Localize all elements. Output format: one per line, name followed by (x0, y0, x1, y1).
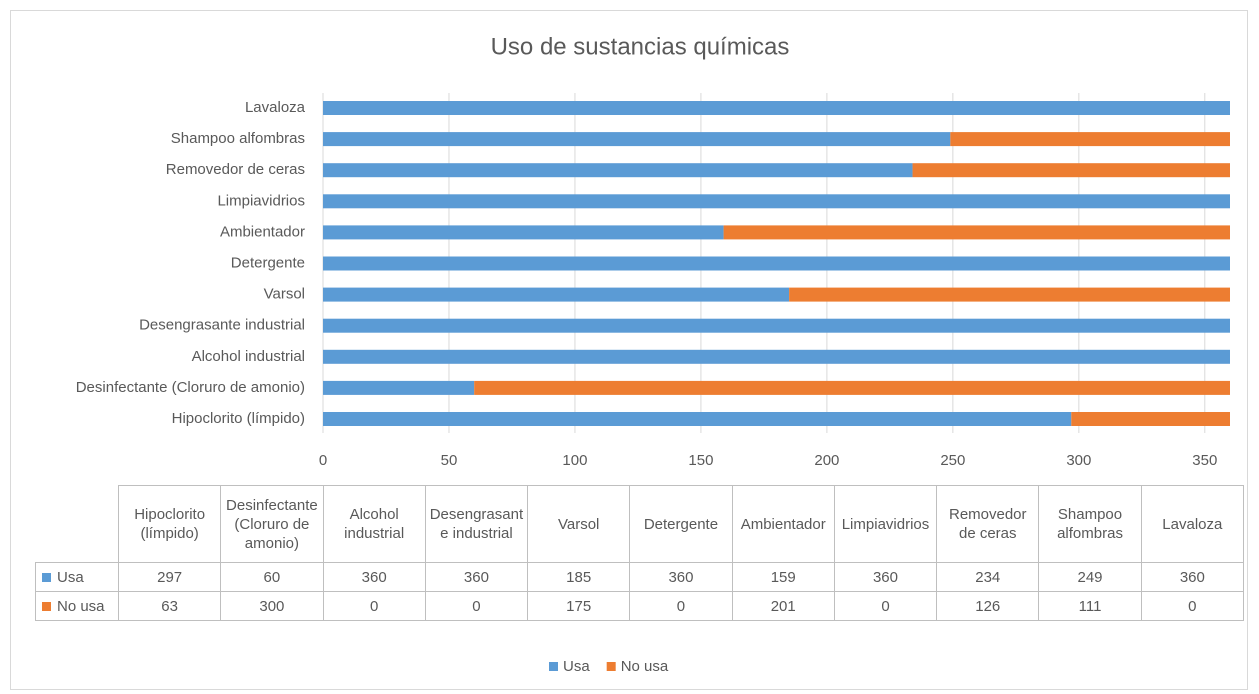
table-legend-key (42, 601, 51, 611)
x-tick-label: 350 (1192, 452, 1217, 469)
bar-segment (323, 287, 790, 302)
y-tick-label: Shampoo alfombras (171, 130, 305, 147)
table-value-cell: 360 (1140, 562, 1245, 592)
y-tick-label: Lavaloza (245, 99, 306, 116)
legend-key (549, 662, 558, 671)
table-series-name: No usa (57, 597, 105, 615)
bar-segment (323, 163, 913, 178)
y-tick-label: Hipoclorito (límpido) (172, 410, 305, 427)
y-tick-label: Limpiavidrios (217, 192, 305, 209)
table-row-label: Usa (35, 562, 119, 592)
x-tick-label: 0 (319, 452, 327, 469)
table-value-cell: 360 (833, 562, 938, 592)
table-value-cell: 0 (1140, 591, 1245, 621)
table-value-cell: 360 (322, 562, 426, 592)
table-series-name: Usa (57, 568, 84, 586)
chart-title: Uso de sustancias químicas (491, 33, 790, 60)
table-header-cell: Alcohol industrial (322, 485, 426, 563)
y-tick-label: Removedor de ceras (166, 161, 305, 178)
bar-segment (323, 318, 1230, 333)
bar-segment (323, 380, 475, 395)
bar-segment (323, 225, 724, 240)
table-value-cell: 63 (117, 591, 222, 621)
data-table: Hipoclorito (límpido) Desinfectante (Clor… (35, 485, 1245, 621)
table-value-cell: 300 (220, 591, 324, 621)
table-header-cell: Shampoo alfombras (1038, 485, 1142, 563)
x-tick-label: 250 (940, 452, 965, 469)
table-value-cell: 0 (424, 591, 529, 621)
table-header-cell: Hipoclorito (límpido) (117, 485, 222, 563)
y-tick-label: Detergente (231, 254, 305, 271)
table-value-cell: 249 (1038, 562, 1142, 592)
y-tick-label: Ambientador (220, 223, 305, 240)
table-value-cell: 234 (936, 562, 1040, 592)
table-value-cell: 111 (1038, 591, 1142, 621)
y-tick-label: Desengrasante industrial (139, 317, 305, 334)
table-value-cell: 297 (117, 562, 222, 592)
table-header-cell: Lavaloza (1140, 485, 1245, 563)
table-value-cell: 0 (322, 591, 426, 621)
table-value-cell: 360 (629, 562, 733, 592)
x-tick-label: 50 (441, 452, 458, 469)
legend-label: No usa (621, 658, 669, 675)
x-tick-label: 300 (1066, 452, 1091, 469)
bar-segment (323, 101, 1230, 115)
table-value-cell: 185 (527, 562, 631, 592)
bar-segment (950, 132, 1230, 147)
table-header-row: Hipoclorito (límpido) Desinfectante (Clor… (35, 485, 1245, 563)
bar-segment (1071, 412, 1230, 426)
bar-segment (323, 349, 1230, 364)
table-header-cell: Detergente (629, 485, 733, 563)
x-tick-label: 200 (814, 452, 839, 469)
x-tick-label: 150 (688, 452, 713, 469)
bar-segment (323, 194, 1230, 209)
bar-segment (789, 287, 1230, 302)
bar-segment (323, 132, 951, 147)
table-header-cell: Ambientador (731, 485, 835, 563)
bar-segment (474, 380, 1231, 395)
y-tick-label: Varsol (264, 286, 305, 303)
table-value-cell: 159 (731, 562, 835, 592)
table-value-cell: 0 (629, 591, 733, 621)
table-value-cell: 360 (424, 562, 529, 592)
legend-key (606, 662, 616, 671)
bar-segment (912, 163, 1230, 178)
table-value-cell: 60 (220, 562, 324, 592)
x-tick-label: 100 (562, 452, 587, 469)
bar-segment (323, 412, 1072, 426)
table-row: No usa 63 300 0 0 175 0 201 0 126 111 0 (35, 591, 1245, 621)
table-row: Usa 297 60 360 360 185 360 159 360 234 249 360 (35, 562, 1245, 592)
table-value-cell: 201 (731, 591, 835, 621)
table-corner (35, 485, 119, 563)
bar-segment (723, 225, 1230, 240)
table-header-cell: Removedor de ceras (936, 485, 1040, 563)
table-header-cell: Desengrasante industrial (424, 485, 529, 563)
table-header-cell: Limpiavidrios (833, 485, 938, 563)
bar-segment (323, 256, 1230, 271)
y-tick-label: Alcohol industrial (192, 348, 305, 365)
table-legend-key (42, 572, 51, 582)
table-value-cell: 126 (936, 591, 1040, 621)
table-value-cell: 0 (833, 591, 938, 621)
table-value-cell: 175 (527, 591, 631, 621)
chart-border (10, 10, 1248, 690)
table-header-cell: Varsol (527, 485, 631, 563)
table-row-label: No usa (35, 591, 119, 621)
legend-label: Usa (563, 658, 590, 675)
y-tick-label: Desinfectante (Cloruro de amonio) (76, 379, 305, 396)
table-header-cell: Desinfectante (Cloruro de amonio) (220, 485, 324, 563)
